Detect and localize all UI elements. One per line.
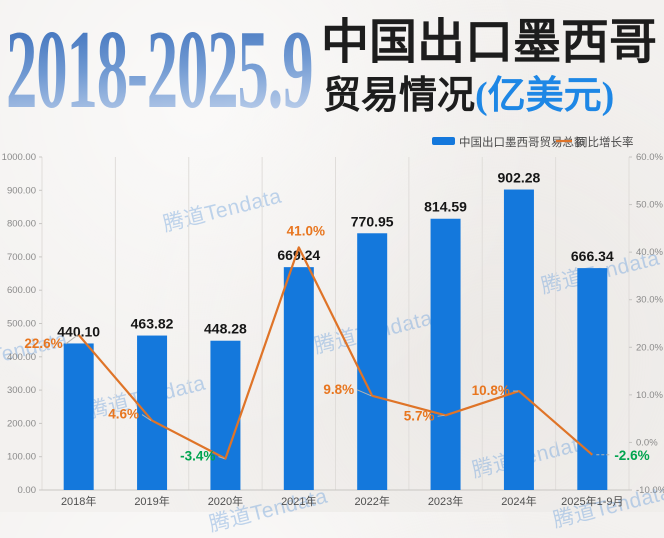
y2-axis-tick-label: 50.0% [636, 200, 663, 211]
y-axis-tick-label: 900.00 [7, 185, 36, 196]
bar-value-label: 770.95 [351, 213, 394, 229]
growth-point-label: 4.6% [108, 407, 139, 422]
label-leader-line [437, 414, 445, 417]
y2-axis-tick-label: 10.0% [636, 390, 663, 401]
trade-bar [210, 340, 241, 490]
y-axis-tick-label: 500.00 [7, 319, 36, 330]
label-leader-line [356, 389, 372, 397]
bar-value-label: 669.24 [277, 247, 320, 263]
x-axis-label: 2022年 [354, 494, 389, 508]
growth-point-label: 9.8% [323, 382, 354, 397]
label-leader-line [141, 414, 152, 421]
x-axis-label: 2025年1-9月 [561, 494, 623, 508]
trade-chart: 1000.00 900.00 800.00 700.00 600.00 500.00 400… [2, 135, 664, 508]
page-title-sub: 贸易情况(亿美元) [323, 75, 615, 117]
y2-axis-tick-label: -10.0% [636, 485, 664, 496]
x-axis-label: 2018年 [61, 494, 96, 508]
bar-value-label: 666.34 [571, 248, 614, 264]
growth-point-label: 10.8% [472, 383, 510, 398]
x-axis-label: 2024年 [501, 494, 536, 508]
growth-line [77, 246, 594, 460]
y-axis-tick-label: 100.00 [7, 452, 36, 463]
y-axis-tick-label: 1000.00 [2, 152, 36, 163]
legend-label-bar: 中国出口墨西哥贸易总额 [459, 135, 586, 149]
bar-value-label: 448.28 [204, 321, 247, 337]
growth-point-label: 41.0% [287, 223, 325, 238]
bar-value-label: 440.10 [57, 323, 100, 339]
y-axis-tick-label: 300.00 [7, 385, 36, 396]
growth-point-label: 22.6% [24, 336, 62, 351]
y2-axis-tick-label: 20.0% [636, 342, 663, 353]
bar-value-label: 463.82 [131, 316, 174, 332]
y2-axis-tick-label: 40.0% [636, 247, 663, 258]
x-axis-label: 2023年 [428, 494, 463, 508]
legend-swatch-bar [432, 137, 455, 145]
y2-axis-tick-label: 30.0% [636, 295, 663, 306]
x-axis-label: 2020年 [208, 494, 243, 508]
trade-bar [430, 218, 461, 491]
bar-value-label: 902.28 [498, 170, 541, 186]
label-leader-line [218, 456, 225, 460]
legend-label-line: 同比增长率 [576, 135, 634, 149]
y-axis-tick-label: 700.00 [7, 252, 36, 263]
y-axis-tick-label: 400.00 [7, 352, 36, 363]
bar-value-label: 814.59 [424, 199, 467, 215]
y2-axis-tick-label: 60.0% [636, 152, 663, 163]
y-axis-tick-label: 200.00 [7, 418, 36, 429]
growth-point-label: 5.7% [404, 408, 435, 423]
trade-bar [577, 268, 608, 490]
y2-axis-tick-label: 0.0% [636, 437, 658, 448]
page-title-years: 2018-2025.9 [6, 8, 314, 132]
trade-bar [283, 267, 314, 490]
label-leader-line [65, 334, 78, 345]
trade-bar [137, 335, 168, 490]
y-axis-tick-label: 600.00 [7, 285, 36, 296]
page-title-sub-unit: (亿美元) [475, 75, 615, 117]
y-axis-tick-label: 0.00 [18, 485, 37, 496]
growth-point-label: -2.6% [614, 448, 649, 463]
x-axis-label: 2021年 [281, 494, 316, 508]
page-title-sub-black: 贸易情况 [323, 75, 476, 117]
page-title-main: 中国出口墨西哥 [321, 16, 658, 69]
trade-bar [357, 233, 388, 490]
y-axis-tick-label: 800.00 [7, 219, 36, 230]
x-axis-label: 2019年 [134, 494, 169, 508]
trade-bar [63, 343, 94, 490]
growth-point-label: -3.4% [180, 449, 215, 464]
trade-bar [503, 189, 534, 490]
